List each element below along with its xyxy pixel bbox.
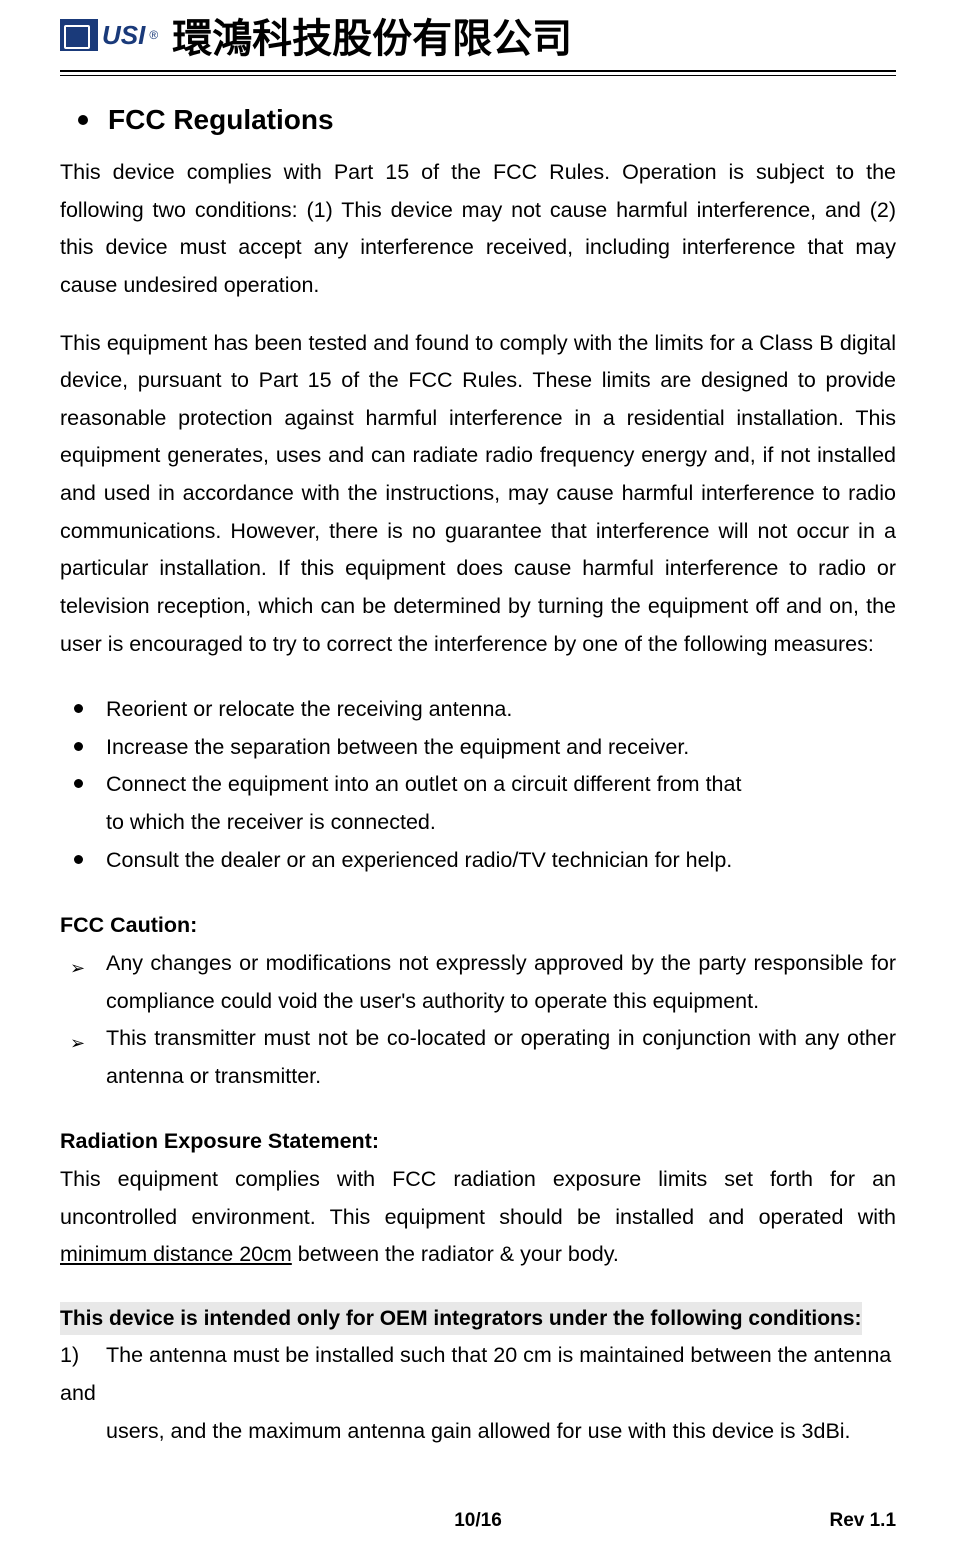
list-item: ➢ Any changes or modifications not expres… (60, 945, 896, 1020)
page-number: 10/16 (454, 1510, 502, 1532)
paragraph-class-b: This equipment has been tested and found… (60, 325, 896, 664)
list-item: Connect the equipment into an outlet on … (60, 766, 896, 804)
section-title: FCC Regulations (108, 104, 334, 136)
list-item-number: 1) (60, 1337, 106, 1375)
list-item-text: Reorient or relocate the receiving anten… (106, 697, 512, 721)
bullet-icon (78, 115, 88, 125)
list-item-continuation: to which the receiver is connected. (60, 804, 896, 842)
list-item-text: Consult the dealer or an experienced rad… (106, 848, 732, 872)
radiation-min-distance: minimum distance 20cm (60, 1242, 292, 1266)
arrow-icon: ➢ (70, 953, 85, 985)
list-item-text: This transmitter must not be co-located … (106, 1026, 896, 1088)
header-rule-bottom (60, 75, 896, 76)
radiation-paragraph: This equipment complies with FCC radiati… (60, 1161, 896, 1274)
radiation-heading: Radiation Exposure Statement: (60, 1123, 896, 1161)
bullet-icon (74, 704, 83, 713)
revision-label: Rev 1.1 (502, 1510, 896, 1532)
list-item: Reorient or relocate the receiving anten… (60, 691, 896, 729)
list-item-text: Connect the equipment into an outlet on … (106, 772, 741, 796)
arrow-icon: ➢ (70, 1028, 85, 1060)
bullet-icon (74, 855, 83, 864)
logo-registered-icon: ® (149, 28, 158, 42)
caution-list: ➢ Any changes or modifications not expres… (60, 945, 896, 1096)
list-item-text: Any changes or modifications not express… (106, 951, 896, 1013)
fcc-caution-heading: FCC Caution: (60, 907, 896, 945)
logo-text: USI (102, 20, 145, 51)
oem-conditions-list: 1) The antenna must be installed such th… (60, 1337, 896, 1450)
measures-list: Reorient or relocate the receiving anten… (60, 691, 896, 879)
page-footer: 10/16 Rev 1.1 (60, 1510, 896, 1532)
list-item: ➢ This transmitter must not be co-located… (60, 1020, 896, 1095)
logo-chip-icon (60, 19, 98, 51)
bullet-icon (74, 779, 83, 788)
document-header: USI ® 環鴻科技股份有限公司 (60, 0, 896, 66)
list-item: 1) The antenna must be installed such th… (60, 1337, 896, 1375)
paragraph-compliance: This device complies with Part 15 of the… (60, 154, 896, 305)
list-item: Consult the dealer or an experienced rad… (60, 842, 896, 880)
bullet-icon (74, 742, 83, 751)
list-item-text: Increase the separation between the equi… (106, 735, 689, 759)
company-name: 環鴻科技股份有限公司 (172, 6, 572, 64)
list-item-continuation: and (60, 1375, 896, 1413)
radiation-text-pre: This equipment complies with FCC radiati… (60, 1167, 896, 1229)
list-item-text: The antenna must be installed such that … (106, 1337, 896, 1375)
list-item: Increase the separation between the equi… (60, 729, 896, 767)
oem-heading-highlight: This device is intended only for OEM int… (60, 1302, 862, 1336)
list-item-continuation: users, and the maximum antenna gain allo… (60, 1413, 896, 1451)
section-heading-row: FCC Regulations (78, 104, 896, 136)
header-rule-top (60, 70, 896, 72)
radiation-text-post: between the radiator & your body. (292, 1242, 619, 1266)
logo: USI ® (60, 19, 158, 51)
